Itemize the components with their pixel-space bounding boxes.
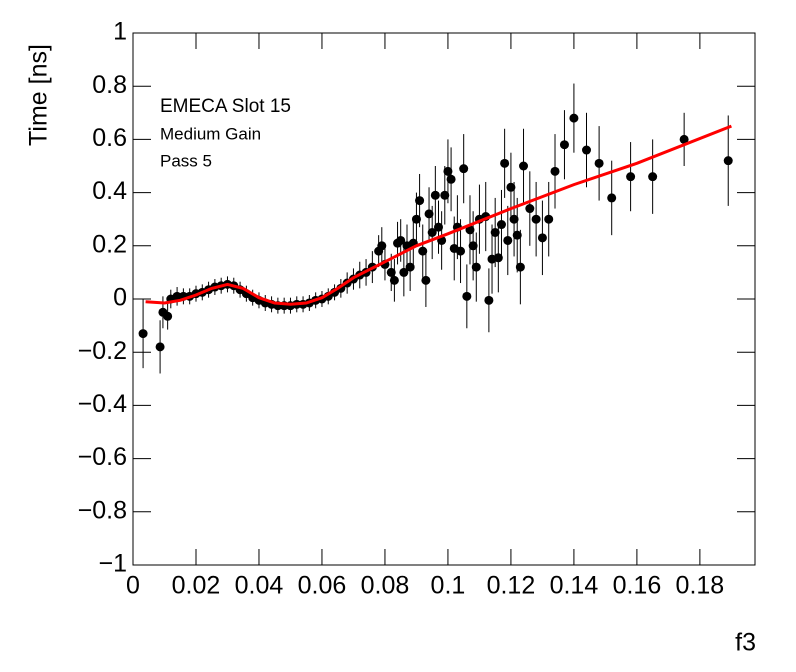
data-point xyxy=(389,275,399,285)
data-point xyxy=(163,311,173,321)
data-point xyxy=(386,267,396,277)
annotation: Medium Gain xyxy=(160,124,261,143)
x-tick-label: 0.1 xyxy=(431,572,466,600)
data-point xyxy=(493,253,503,263)
data-point xyxy=(559,140,569,150)
data-point xyxy=(544,214,554,224)
data-point xyxy=(411,214,421,224)
data-point xyxy=(427,228,437,237)
data-point xyxy=(582,145,592,155)
data-point xyxy=(531,214,541,224)
y-tick-label: 0.4 xyxy=(92,177,127,205)
data-point xyxy=(569,113,579,123)
y-tick-label: 0.8 xyxy=(92,71,127,99)
data-point xyxy=(506,182,516,192)
data-point xyxy=(405,262,415,272)
x-tick-label: 0.04 xyxy=(235,572,284,600)
y-tick-label: 0.2 xyxy=(92,230,127,258)
data-point xyxy=(468,241,478,251)
data-point xyxy=(377,241,387,251)
data-point xyxy=(446,174,456,184)
x-tick-label: 0.18 xyxy=(676,572,725,600)
data-point xyxy=(594,158,604,168)
data-point xyxy=(519,161,529,171)
data-point xyxy=(512,230,522,240)
data-point xyxy=(496,220,506,230)
data-point xyxy=(550,166,560,176)
data-point xyxy=(172,291,182,301)
fit-line xyxy=(145,124,732,306)
x-tick-label: 0.12 xyxy=(487,572,536,600)
data-point xyxy=(679,134,689,144)
y-tick-label: 0 xyxy=(113,284,127,312)
data-point xyxy=(537,233,547,243)
data-point xyxy=(484,295,494,305)
y-tick-label: −0.6 xyxy=(78,443,127,471)
data-point xyxy=(138,329,148,339)
data-point xyxy=(155,342,165,352)
data-point xyxy=(503,235,513,245)
data-point xyxy=(459,164,469,174)
y-tick-label: −0.4 xyxy=(78,390,127,418)
data-point xyxy=(396,235,406,245)
x-tick-label: 0.02 xyxy=(172,572,221,600)
data-point xyxy=(462,291,472,301)
y-tick-label: −0.8 xyxy=(78,496,127,524)
data-point xyxy=(433,222,443,232)
data-point xyxy=(421,275,431,285)
data-point xyxy=(626,172,636,182)
y-tick-label: 1 xyxy=(113,18,127,46)
y-axis-label: Time [ns] xyxy=(25,44,53,146)
y-tick-label: −1 xyxy=(98,550,127,578)
x-tick-label: 0.08 xyxy=(361,572,410,600)
data-point xyxy=(648,172,658,182)
data-point xyxy=(440,190,450,200)
data-point xyxy=(430,190,440,200)
x-axis-label: f3 xyxy=(735,629,756,657)
data-point xyxy=(723,156,733,166)
data-point xyxy=(525,204,535,214)
data-point xyxy=(490,228,500,237)
x-tick-label: 0.16 xyxy=(613,572,662,600)
data-point xyxy=(415,196,425,206)
x-tick-label: 0.14 xyxy=(550,572,599,600)
data-point xyxy=(500,158,510,168)
y-tick-label: 0.6 xyxy=(92,124,127,152)
x-tick-label: 0.06 xyxy=(298,572,347,600)
data-point xyxy=(465,225,475,235)
data-point xyxy=(418,246,428,256)
data-point xyxy=(515,262,525,272)
data-point xyxy=(509,214,519,224)
data-point xyxy=(456,246,466,256)
data-point xyxy=(399,267,409,277)
data-point xyxy=(471,262,481,272)
y-tick-label: −0.2 xyxy=(78,337,127,365)
annotation: EMECA Slot 15 xyxy=(160,96,291,117)
data-point xyxy=(424,209,434,219)
data-point xyxy=(443,166,453,176)
x-tick-label: 0 xyxy=(126,572,140,600)
annotation: Pass 5 xyxy=(160,151,212,170)
data-point xyxy=(607,193,617,203)
